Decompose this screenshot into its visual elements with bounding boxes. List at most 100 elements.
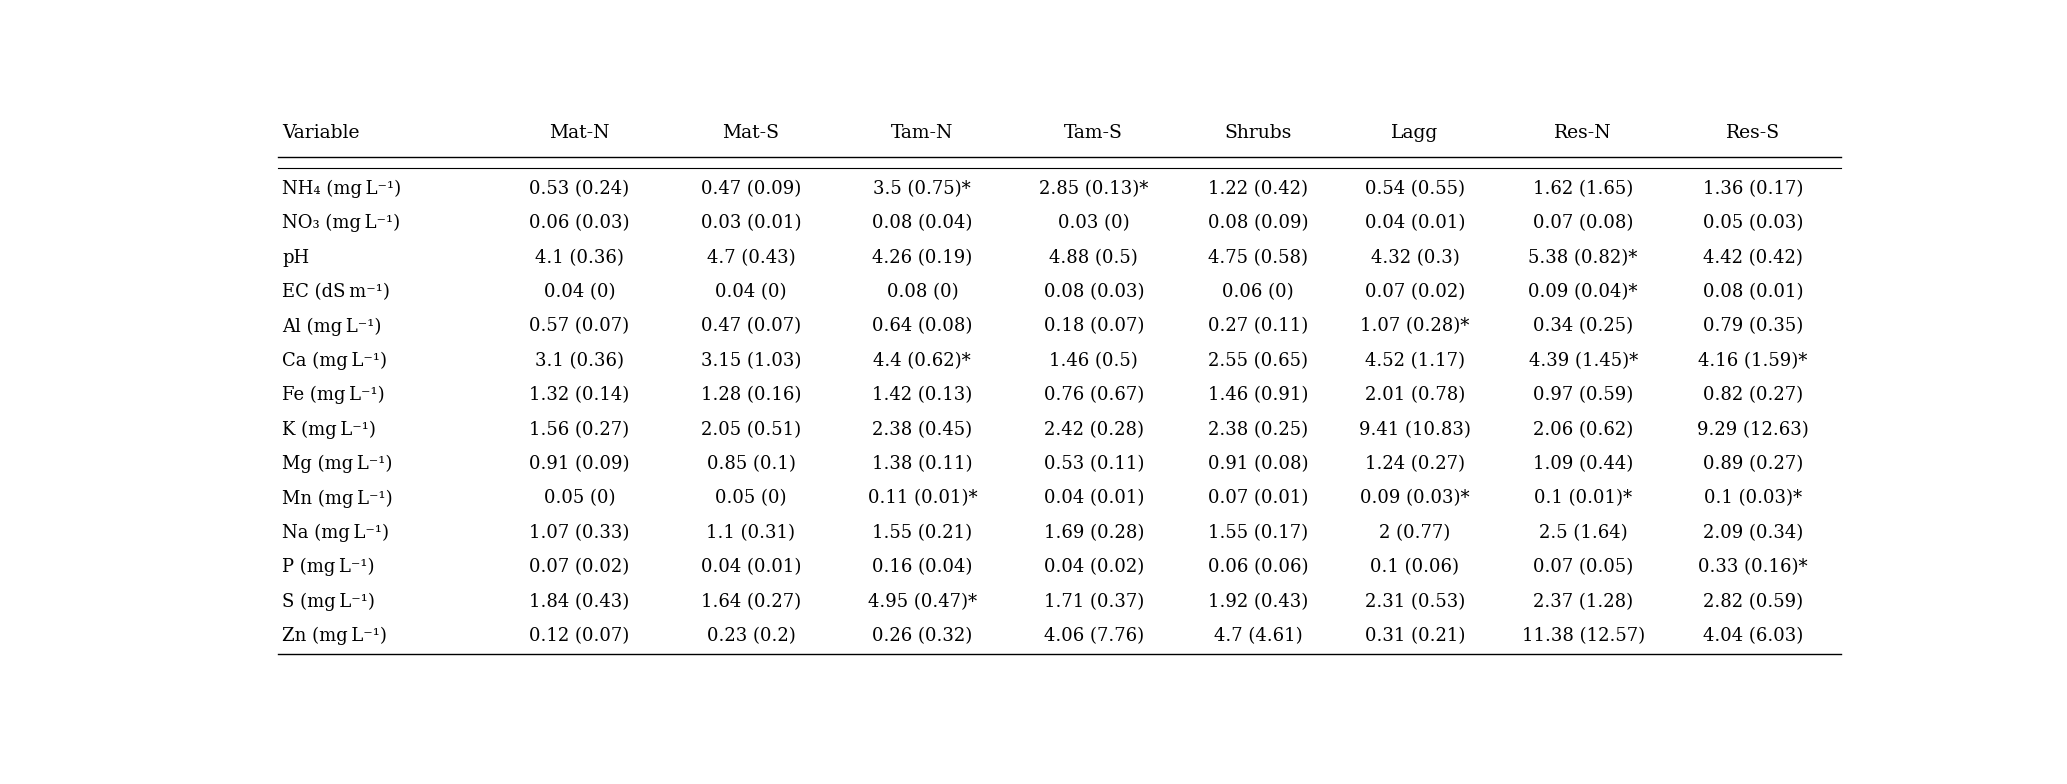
Text: 2.38 (0.25): 2.38 (0.25) xyxy=(1207,421,1308,439)
Text: 0.47 (0.09): 0.47 (0.09) xyxy=(701,180,802,198)
Text: 2.85 (0.13)*: 2.85 (0.13)* xyxy=(1040,180,1149,198)
Text: 0.34 (0.25): 0.34 (0.25) xyxy=(1534,318,1633,336)
Text: 1.28 (0.16): 1.28 (0.16) xyxy=(701,387,802,405)
Text: 2.05 (0.51): 2.05 (0.51) xyxy=(701,421,802,439)
Text: 0.03 (0): 0.03 (0) xyxy=(1058,214,1129,232)
Text: 1.55 (0.17): 1.55 (0.17) xyxy=(1207,524,1308,542)
Text: 2.31 (0.53): 2.31 (0.53) xyxy=(1364,593,1466,611)
Text: 1.55 (0.21): 1.55 (0.21) xyxy=(872,524,971,542)
Text: 0.07 (0.02): 0.07 (0.02) xyxy=(1364,283,1466,301)
Text: 4.32 (0.3): 4.32 (0.3) xyxy=(1370,249,1459,267)
Text: 11.38 (12.57): 11.38 (12.57) xyxy=(1521,627,1645,645)
Text: 9.29 (12.63): 9.29 (12.63) xyxy=(1697,421,1809,439)
Text: 4.39 (1.45)*: 4.39 (1.45)* xyxy=(1528,352,1637,370)
Text: 0.06 (0): 0.06 (0) xyxy=(1222,283,1294,301)
Text: 0.16 (0.04): 0.16 (0.04) xyxy=(872,558,974,576)
Text: 4.1 (0.36): 4.1 (0.36) xyxy=(535,249,624,267)
Text: 1.56 (0.27): 1.56 (0.27) xyxy=(529,421,630,439)
Text: 0.27 (0.11): 0.27 (0.11) xyxy=(1207,318,1308,336)
Text: 0.33 (0.16)*: 0.33 (0.16)* xyxy=(1699,558,1809,576)
Text: Zn (mg L⁻¹): Zn (mg L⁻¹) xyxy=(283,627,387,645)
Text: 0.12 (0.07): 0.12 (0.07) xyxy=(529,627,630,645)
Text: 2 (0.77): 2 (0.77) xyxy=(1379,524,1451,542)
Text: 4.4 (0.62)*: 4.4 (0.62)* xyxy=(874,352,971,370)
Text: 4.16 (1.59)*: 4.16 (1.59)* xyxy=(1699,352,1809,370)
Text: 0.64 (0.08): 0.64 (0.08) xyxy=(872,318,974,336)
Text: Ca (mg L⁻¹): Ca (mg L⁻¹) xyxy=(283,352,387,370)
Text: 0.04 (0): 0.04 (0) xyxy=(544,283,616,301)
Text: 1.07 (0.33): 1.07 (0.33) xyxy=(529,524,630,542)
Text: NO₃ (mg L⁻¹): NO₃ (mg L⁻¹) xyxy=(283,214,401,232)
Text: 1.09 (0.44): 1.09 (0.44) xyxy=(1534,456,1633,473)
Text: 0.06 (0.06): 0.06 (0.06) xyxy=(1207,558,1308,576)
Text: 1.92 (0.43): 1.92 (0.43) xyxy=(1207,593,1308,611)
Text: 4.52 (1.17): 4.52 (1.17) xyxy=(1364,352,1466,370)
Text: Res-N: Res-N xyxy=(1554,125,1612,143)
Text: 0.53 (0.24): 0.53 (0.24) xyxy=(529,180,630,198)
Text: 0.79 (0.35): 0.79 (0.35) xyxy=(1703,318,1802,336)
Text: 4.26 (0.19): 4.26 (0.19) xyxy=(872,249,971,267)
Text: 0.09 (0.03)*: 0.09 (0.03)* xyxy=(1360,489,1470,507)
Text: 1.69 (0.28): 1.69 (0.28) xyxy=(1044,524,1143,542)
Text: 2.5 (1.64): 2.5 (1.64) xyxy=(1538,524,1627,542)
Text: 0.04 (0.01): 0.04 (0.01) xyxy=(1364,214,1466,232)
Text: 1.32 (0.14): 1.32 (0.14) xyxy=(529,387,630,405)
Text: 1.22 (0.42): 1.22 (0.42) xyxy=(1207,180,1308,198)
Text: Mat-S: Mat-S xyxy=(723,125,779,143)
Text: 3.15 (1.03): 3.15 (1.03) xyxy=(701,352,802,370)
Text: pH: pH xyxy=(283,249,310,267)
Text: 4.88 (0.5): 4.88 (0.5) xyxy=(1050,249,1139,267)
Text: 3.1 (0.36): 3.1 (0.36) xyxy=(535,352,624,370)
Text: 0.04 (0.01): 0.04 (0.01) xyxy=(701,558,802,576)
Text: 0.07 (0.05): 0.07 (0.05) xyxy=(1534,558,1633,576)
Text: 2.06 (0.62): 2.06 (0.62) xyxy=(1534,421,1633,439)
Text: S (mg L⁻¹): S (mg L⁻¹) xyxy=(283,593,376,611)
Text: 0.1 (0.03)*: 0.1 (0.03)* xyxy=(1703,489,1802,507)
Text: 0.54 (0.55): 0.54 (0.55) xyxy=(1364,180,1466,198)
Text: 1.84 (0.43): 1.84 (0.43) xyxy=(529,593,630,611)
Text: EC (dS m⁻¹): EC (dS m⁻¹) xyxy=(283,283,391,301)
Text: 0.1 (0.01)*: 0.1 (0.01)* xyxy=(1534,489,1633,507)
Text: 4.04 (6.03): 4.04 (6.03) xyxy=(1703,627,1802,645)
Text: 0.85 (0.1): 0.85 (0.1) xyxy=(707,456,796,473)
Text: 1.64 (0.27): 1.64 (0.27) xyxy=(701,593,802,611)
Text: 4.95 (0.47)*: 4.95 (0.47)* xyxy=(868,593,978,611)
Text: K (mg L⁻¹): K (mg L⁻¹) xyxy=(283,420,376,439)
Text: 1.38 (0.11): 1.38 (0.11) xyxy=(872,456,974,473)
Text: Mn (mg L⁻¹): Mn (mg L⁻¹) xyxy=(283,489,393,508)
Text: Tam-S: Tam-S xyxy=(1065,125,1122,143)
Text: 0.04 (0): 0.04 (0) xyxy=(715,283,788,301)
Text: 0.07 (0.08): 0.07 (0.08) xyxy=(1534,214,1633,232)
Text: 0.07 (0.02): 0.07 (0.02) xyxy=(529,558,630,576)
Text: 0.03 (0.01): 0.03 (0.01) xyxy=(701,214,802,232)
Text: 0.82 (0.27): 0.82 (0.27) xyxy=(1703,387,1802,405)
Text: 1.62 (1.65): 1.62 (1.65) xyxy=(1534,180,1633,198)
Text: 0.05 (0.03): 0.05 (0.03) xyxy=(1703,214,1802,232)
Text: 0.08 (0): 0.08 (0) xyxy=(887,283,959,301)
Text: 9.41 (10.83): 9.41 (10.83) xyxy=(1358,421,1472,439)
Text: 0.08 (0.01): 0.08 (0.01) xyxy=(1703,283,1802,301)
Text: 0.09 (0.04)*: 0.09 (0.04)* xyxy=(1528,283,1637,301)
Text: 4.7 (4.61): 4.7 (4.61) xyxy=(1213,627,1302,645)
Text: 5.38 (0.82)*: 5.38 (0.82)* xyxy=(1528,249,1637,267)
Text: Na (mg L⁻¹): Na (mg L⁻¹) xyxy=(283,524,389,542)
Text: 0.08 (0.03): 0.08 (0.03) xyxy=(1044,283,1143,301)
Text: 0.91 (0.08): 0.91 (0.08) xyxy=(1207,456,1308,473)
Text: 4.06 (7.76): 4.06 (7.76) xyxy=(1044,627,1143,645)
Text: Al (mg L⁻¹): Al (mg L⁻¹) xyxy=(283,318,382,336)
Text: 0.47 (0.07): 0.47 (0.07) xyxy=(701,318,802,336)
Text: 0.08 (0.09): 0.08 (0.09) xyxy=(1207,214,1308,232)
Text: 0.08 (0.04): 0.08 (0.04) xyxy=(872,214,974,232)
Text: Tam-N: Tam-N xyxy=(891,125,953,143)
Text: Fe (mg L⁻¹): Fe (mg L⁻¹) xyxy=(283,387,384,405)
Text: 2.82 (0.59): 2.82 (0.59) xyxy=(1703,593,1802,611)
Text: 4.42 (0.42): 4.42 (0.42) xyxy=(1703,249,1802,267)
Text: 1.46 (0.5): 1.46 (0.5) xyxy=(1050,352,1139,370)
Text: 0.05 (0): 0.05 (0) xyxy=(544,489,616,507)
Text: Mg (mg L⁻¹): Mg (mg L⁻¹) xyxy=(283,455,393,474)
Text: Mat-N: Mat-N xyxy=(550,125,610,143)
Text: 0.11 (0.01)*: 0.11 (0.01)* xyxy=(868,489,978,507)
Text: 0.05 (0): 0.05 (0) xyxy=(715,489,788,507)
Text: 0.57 (0.07): 0.57 (0.07) xyxy=(529,318,630,336)
Text: Variable: Variable xyxy=(283,125,360,143)
